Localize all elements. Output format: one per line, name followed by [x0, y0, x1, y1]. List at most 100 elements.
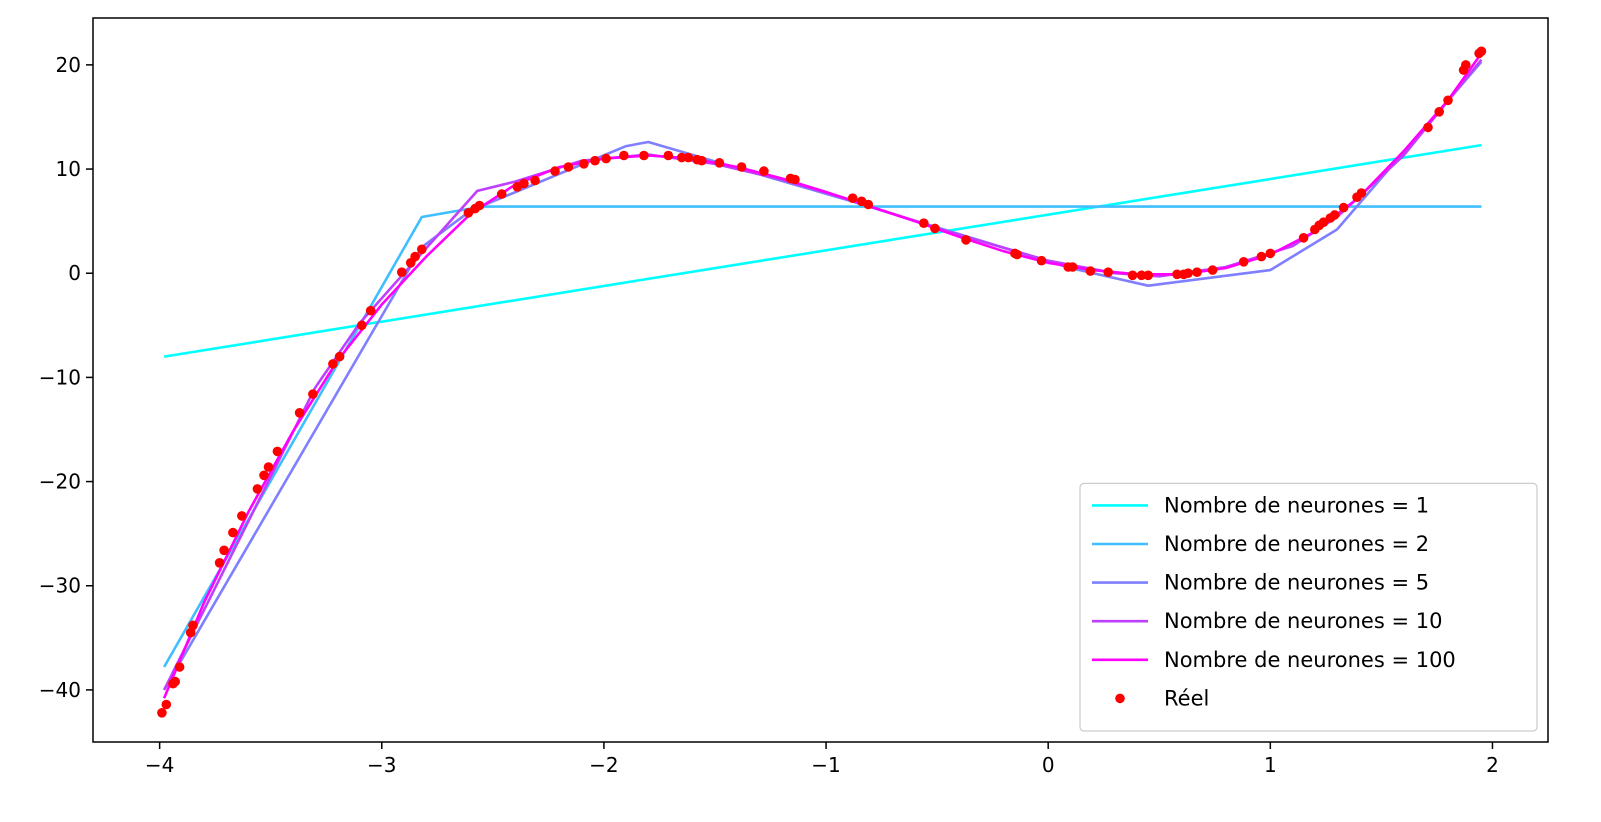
series-line-0 — [163, 143, 1482, 358]
y-axis: −40 −30 −20 −10 0 10 20 — [39, 53, 93, 702]
data-point — [259, 470, 269, 481]
data-point — [1172, 269, 1182, 280]
data-point — [219, 545, 229, 556]
y-tick-label: −10 — [39, 365, 81, 389]
series-line-1 — [162, 205, 1482, 668]
y-tick-label: −40 — [39, 678, 81, 702]
legend-label: Réel — [1164, 686, 1209, 710]
x-tick-label: 2 — [1486, 753, 1499, 777]
legend-label: Nombre de neurones = 1 — [1164, 493, 1429, 517]
data-point — [919, 218, 929, 228]
data-point — [601, 153, 611, 164]
data-point — [663, 150, 674, 161]
legend-label: Nombre de neurones = 10 — [1164, 609, 1442, 633]
series-points-5 — [157, 46, 1487, 718]
data-point — [1476, 46, 1487, 57]
data-point — [228, 527, 238, 538]
legend-label: Nombre de neurones = 2 — [1164, 532, 1429, 556]
data-point — [1136, 270, 1147, 281]
data-point — [474, 200, 485, 211]
data-point — [619, 150, 629, 161]
y-tick-label: −20 — [39, 470, 81, 494]
x-axis: −4 −3 −2 −1 0 1 2 — [145, 742, 1499, 777]
data-point — [496, 189, 507, 199]
data-point — [530, 175, 540, 186]
data-point — [294, 408, 305, 418]
data-point — [759, 166, 769, 176]
data-point — [1265, 248, 1276, 259]
data-point — [397, 267, 407, 278]
data-point — [579, 159, 589, 169]
data-point — [357, 320, 367, 331]
data-point — [714, 158, 725, 168]
x-tick-label: −3 — [367, 753, 396, 777]
data-point — [1256, 251, 1267, 262]
data-point — [417, 244, 427, 255]
data-point — [696, 155, 707, 166]
data-point — [328, 359, 338, 369]
x-tick-label: 1 — [1264, 753, 1277, 777]
data-point — [1329, 210, 1340, 220]
data-point — [308, 389, 318, 399]
data-point — [1036, 255, 1047, 266]
data-point — [410, 251, 420, 262]
data-point — [550, 166, 560, 176]
legend-item: Nombre de neurones = 5 — [1092, 571, 1429, 595]
data-point — [214, 558, 225, 568]
plot-frame — [92, 17, 1549, 743]
data-point — [1143, 270, 1153, 281]
series-layer — [157, 46, 1487, 718]
data-point — [1103, 267, 1113, 278]
y-tick-label: 0 — [68, 261, 81, 285]
data-point — [1207, 265, 1218, 275]
y-tick-label: 20 — [56, 53, 81, 77]
data-point — [157, 708, 167, 718]
data-point — [170, 676, 180, 687]
legend-marker-swatch — [1115, 693, 1125, 704]
legend-item: Nombre de neurones = 2 — [1092, 532, 1429, 556]
data-point — [790, 174, 800, 185]
data-point — [1183, 268, 1193, 279]
data-point — [1127, 270, 1138, 281]
legend-item: Nombre de neurones = 100 — [1092, 648, 1456, 672]
data-point — [961, 235, 971, 245]
legend: Nombre de neurones = 1 Nombre de neurones… — [1079, 482, 1538, 732]
data-point — [174, 662, 185, 672]
data-point — [676, 152, 687, 163]
data-point — [519, 178, 529, 189]
y-tick-label: 10 — [56, 157, 81, 181]
data-point — [1085, 266, 1096, 276]
data-point — [263, 462, 274, 472]
data-point — [1238, 257, 1249, 267]
data-point — [1338, 202, 1349, 213]
data-point — [272, 446, 283, 457]
data-point — [188, 620, 198, 631]
data-point — [334, 351, 345, 362]
data-point — [639, 150, 649, 161]
x-tick-label: −2 — [589, 753, 618, 777]
data-point — [252, 484, 263, 494]
legend-label: Nombre de neurones = 5 — [1164, 571, 1429, 595]
legend-item: Nombre de neurones = 1 — [1092, 493, 1429, 517]
data-point — [365, 305, 376, 316]
x-tick-label: −1 — [811, 753, 840, 777]
data-point — [1298, 233, 1309, 243]
data-point — [683, 152, 694, 163]
x-tick-label: −4 — [145, 753, 174, 777]
data-point — [1443, 95, 1453, 106]
data-point — [161, 699, 172, 710]
y-tick-label: −30 — [39, 574, 81, 598]
data-point — [237, 511, 247, 521]
data-point — [1461, 60, 1471, 70]
data-point — [1434, 107, 1444, 117]
legend-label: Nombre de neurones = 100 — [1164, 648, 1456, 672]
legend-item: Réel — [1115, 686, 1209, 710]
data-point — [863, 199, 874, 210]
data-point — [930, 223, 940, 234]
data-point — [736, 162, 747, 172]
data-point — [1423, 122, 1433, 133]
data-point — [590, 155, 600, 166]
data-point — [1067, 262, 1078, 272]
data-point — [1192, 267, 1202, 278]
